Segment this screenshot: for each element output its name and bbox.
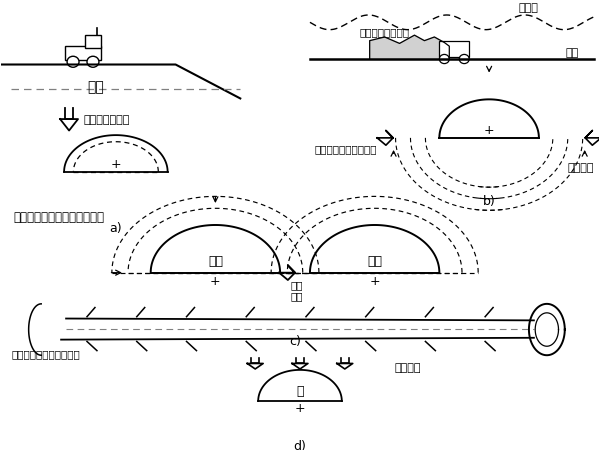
Text: 侧压增加: 侧压增加 — [567, 162, 593, 173]
Text: 开挖: 开挖 — [566, 48, 579, 58]
Circle shape — [459, 54, 469, 63]
Circle shape — [439, 54, 449, 63]
Text: +: + — [295, 402, 305, 415]
Text: 相互: 相互 — [291, 280, 303, 290]
Text: a): a) — [110, 222, 122, 235]
Circle shape — [87, 56, 99, 67]
Text: 引起下沉: 引起下沉 — [395, 363, 421, 373]
Text: d): d) — [293, 440, 307, 450]
Text: 新设: 新设 — [367, 255, 382, 268]
FancyBboxPatch shape — [65, 46, 101, 60]
Text: 上覆荷载的增加: 上覆荷载的增加 — [83, 115, 130, 125]
Text: b): b) — [483, 195, 496, 208]
Text: +: + — [210, 275, 221, 288]
Text: 原地形: 原地形 — [519, 3, 539, 13]
Text: 拉伸: 拉伸 — [291, 291, 303, 301]
Text: c): c) — [289, 335, 301, 348]
Text: 松弛区域相互干扰，荷载增加: 松弛区域相互干扰，荷载增加 — [13, 211, 104, 224]
Text: 有空洞后助长向上突变: 有空洞后助长向上突变 — [315, 144, 377, 154]
Text: 填土: 填土 — [88, 80, 104, 94]
Text: +: + — [370, 275, 380, 288]
Text: +: + — [110, 158, 121, 171]
Text: 新: 新 — [296, 385, 304, 398]
Text: 围岩拱作用的捯伤: 围岩拱作用的捯伤 — [360, 27, 410, 37]
Text: 既有: 既有 — [208, 255, 223, 268]
Text: 不均匀下沉产生环形开裂: 不均匀下沉产生环形开裂 — [11, 349, 80, 359]
Circle shape — [67, 56, 79, 67]
Text: +: + — [484, 124, 494, 137]
FancyBboxPatch shape — [85, 35, 101, 48]
Polygon shape — [370, 35, 449, 59]
FancyBboxPatch shape — [439, 40, 469, 57]
